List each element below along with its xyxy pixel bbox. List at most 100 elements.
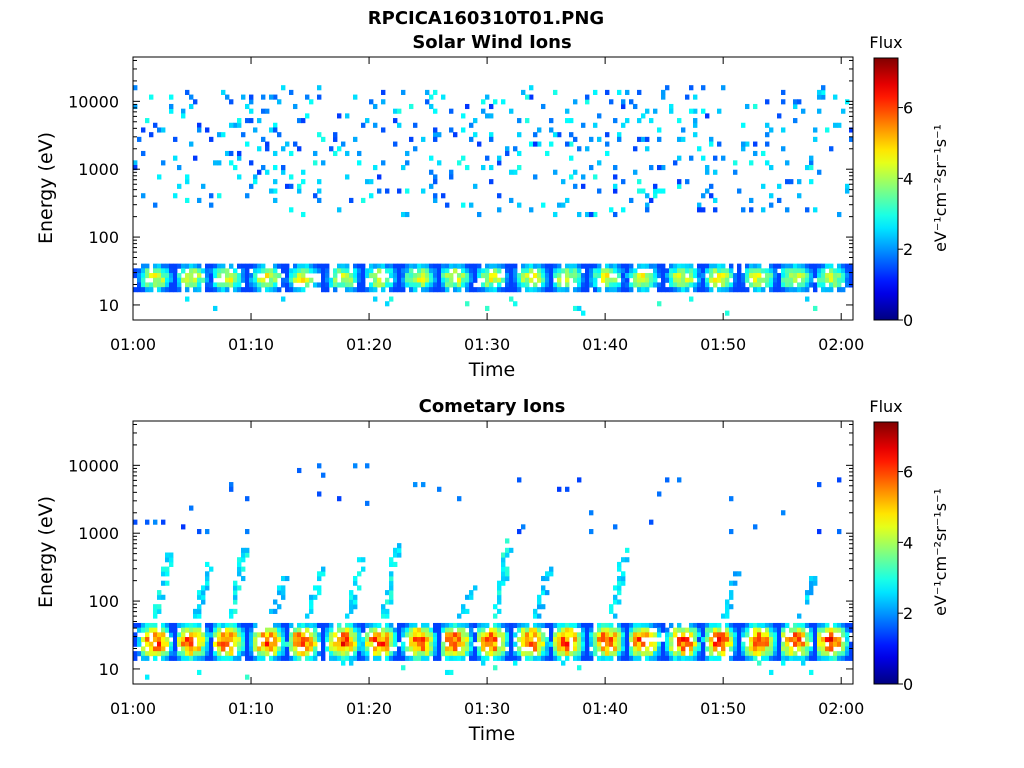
spectrogram-cell — [245, 273, 250, 279]
spectrogram-cell — [605, 263, 610, 269]
spectrogram-cell — [249, 99, 254, 105]
spectrogram-cell — [425, 646, 430, 652]
spectrogram-cell — [365, 118, 370, 124]
spectrogram-cell — [585, 282, 590, 288]
y-tick-label: 1000 — [78, 160, 119, 179]
spectrogram-cell — [437, 287, 442, 293]
spectrogram-cell — [349, 282, 354, 288]
spectrogram-cell — [573, 305, 578, 312]
spectrogram-cell — [505, 282, 510, 288]
spectrogram-cell — [521, 273, 526, 279]
spectrogram-cell — [417, 268, 422, 274]
spectrogram-cell — [345, 613, 350, 619]
spectrogram-cell — [753, 287, 758, 293]
spectrogram-cell — [721, 263, 726, 269]
spectrogram-cell — [269, 188, 274, 194]
spectrogram-cell — [393, 651, 398, 657]
spectrogram-cell — [541, 202, 546, 208]
spectrogram-cell — [257, 646, 262, 652]
spectrogram-cell — [221, 268, 226, 274]
spectrogram-cell — [153, 202, 158, 208]
spectrogram-cell — [669, 277, 674, 283]
spectrogram-cell — [661, 287, 666, 293]
spectrogram-cell — [385, 590, 390, 596]
spectrogram-cell — [841, 263, 846, 269]
spectrogram-cell — [397, 655, 402, 661]
spectrogram-cell — [361, 197, 366, 203]
spectrogram-cell — [349, 622, 354, 629]
spectrogram-cell — [173, 268, 178, 274]
spectrogram-cell — [773, 268, 778, 274]
spectrogram-cell — [757, 277, 762, 283]
spectrogram-cell — [345, 622, 350, 629]
spectrogram-cell — [677, 287, 682, 293]
spectrogram-cell — [665, 273, 670, 279]
spectrogram-cell — [525, 282, 530, 288]
spectrogram-cell — [813, 641, 818, 647]
spectrogram-cell — [145, 268, 150, 274]
spectrogram-cell — [725, 268, 730, 274]
spectrogram-cell — [185, 655, 190, 661]
spectrogram-cell — [185, 622, 190, 629]
spectrogram-cell — [221, 263, 226, 269]
spectrogram-cell — [509, 622, 514, 629]
spectrogram-cell — [197, 273, 202, 279]
spectrogram-cell — [337, 637, 342, 643]
spectrogram-cell — [417, 637, 422, 643]
x-tick-label: 01:20 — [346, 699, 392, 718]
spectrogram-cell — [233, 282, 238, 288]
spectrogram-cell — [165, 273, 170, 279]
spectrogram-cell — [165, 655, 170, 661]
spectrogram-cell — [533, 141, 538, 147]
spectrogram-cell — [425, 277, 430, 283]
spectrogram-cell — [745, 277, 750, 283]
spectrogram-cell — [829, 263, 834, 269]
spectrogram-cell — [249, 655, 254, 661]
colorbar-tick-label: 4 — [903, 169, 913, 188]
spectrogram-cell — [653, 651, 658, 657]
spectrogram-cell — [573, 136, 578, 142]
spectrogram-cell — [549, 646, 554, 652]
spectrogram-cell — [737, 627, 742, 633]
spectrogram-cell — [601, 651, 606, 657]
spectrogram-cell — [585, 655, 590, 661]
spectrogram-cell — [137, 651, 142, 657]
spectrogram-cell — [389, 585, 394, 591]
spectrogram-cell — [361, 637, 366, 643]
spectrogram-cell — [201, 277, 206, 283]
spectrogram-cell — [533, 627, 538, 633]
spectrogram-cell — [765, 122, 770, 128]
y-axis-label: Energy (eV) — [35, 496, 57, 608]
spectrogram-cell — [745, 627, 750, 633]
spectrogram-cell — [785, 207, 790, 213]
spectrogram-cell — [497, 282, 502, 288]
x-axis-ticks: 01:00 01:10 01:20 01:30 01:40 01:50 02:00 — [110, 57, 864, 354]
spectrogram-cell — [677, 627, 682, 633]
spectrogram-cell — [517, 165, 522, 171]
spectrogram-cell — [845, 627, 850, 633]
spectrogram-cell — [249, 641, 254, 647]
spectrogram-cell — [429, 627, 434, 633]
spectrogram-cell — [521, 641, 526, 647]
spectrogram-cells — [133, 463, 854, 680]
spectrogram-cell — [473, 637, 478, 643]
spectrogram-cell — [337, 646, 342, 652]
spectrogram-cell — [777, 627, 782, 633]
spectrogram-cell — [769, 655, 774, 661]
spectrogram-cell — [605, 651, 610, 657]
spectrogram-cell — [625, 547, 630, 553]
spectrogram-cell — [293, 651, 298, 657]
spectrogram-cell — [545, 651, 550, 657]
spectrogram-cell — [541, 273, 546, 279]
spectrogram-cell — [393, 268, 398, 274]
spectrogram-cell — [613, 277, 618, 283]
y-tick-label: 1000 — [78, 524, 119, 543]
spectrogram-cell — [845, 646, 850, 652]
spectrogram-cell — [169, 108, 174, 114]
spectrogram-cell — [185, 651, 190, 657]
spectrogram-cell — [617, 622, 622, 629]
spectrogram-cell — [549, 651, 554, 657]
spectrogram-cell — [517, 287, 522, 293]
spectrogram-cell — [561, 622, 566, 629]
spectrogram-cell — [137, 287, 142, 293]
